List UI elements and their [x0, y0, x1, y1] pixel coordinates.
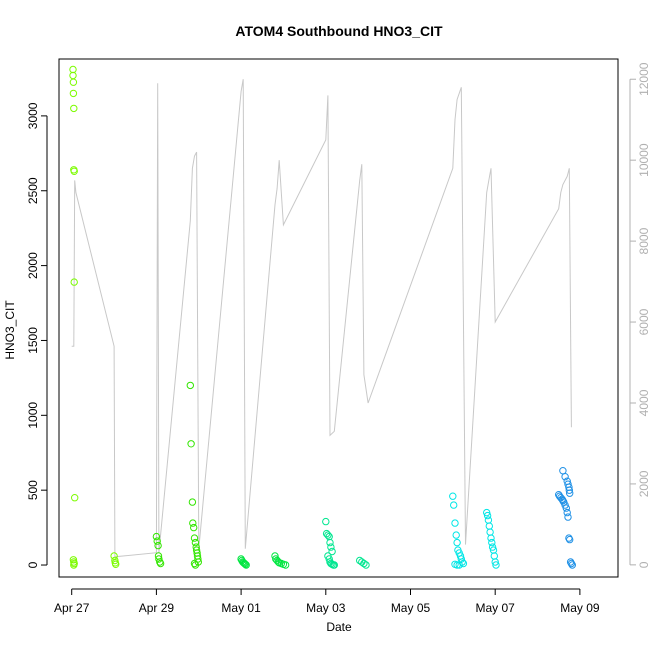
data-point: [190, 559, 199, 568]
data-point: [492, 561, 500, 569]
chart-title: ATOM4 Southbound HNO3_CIT: [235, 23, 443, 39]
y2-tick-label: 12000: [637, 62, 650, 96]
data-point: [562, 504, 570, 512]
x-tick-label: May 09: [560, 601, 600, 615]
data-point: [453, 538, 461, 547]
y2-tick-label: 8000: [637, 227, 650, 254]
data-point: [186, 381, 195, 390]
data-point: [450, 501, 458, 509]
data-point: [70, 278, 78, 286]
data-point: [565, 486, 573, 494]
x-tick-label: Apr 29: [139, 601, 175, 615]
data-point: [566, 535, 574, 544]
y-tick-label: 2000: [26, 252, 40, 279]
y2-tick-label: 2000: [637, 470, 650, 497]
data-point: [567, 559, 576, 568]
data-point: [153, 537, 161, 545]
data-point: [191, 561, 200, 569]
x-tick-label: May 05: [391, 601, 431, 615]
data-point: [451, 519, 459, 527]
data-point: [156, 559, 165, 568]
y-tick-label: 500: [26, 480, 40, 500]
y2-tick-label: 6000: [637, 308, 650, 335]
data-point: [152, 532, 161, 541]
data-point: [564, 513, 572, 521]
data-point: [70, 167, 78, 176]
data-point: [487, 534, 495, 542]
series-group-4: [449, 492, 500, 569]
x-tick-label: May 01: [221, 601, 261, 615]
data-point: [327, 543, 335, 551]
data-point: [328, 547, 336, 556]
data-point: [566, 489, 574, 497]
data-point: [483, 511, 492, 520]
data-point: [70, 104, 78, 113]
data-point: [71, 494, 79, 502]
data-point: [453, 561, 461, 569]
x-tick-label: May 03: [306, 601, 346, 615]
y2-tick-label: 4000: [637, 389, 650, 416]
series-group-0: [69, 65, 120, 569]
data-point: [568, 561, 576, 569]
data-point: [112, 560, 120, 568]
series-group-1: [152, 381, 203, 569]
series-group-3: [322, 517, 370, 569]
data-point: [360, 559, 368, 568]
data-point: [187, 440, 195, 448]
y2-tick-label: 0: [637, 561, 650, 568]
data-point: [322, 517, 330, 526]
data-point: [362, 561, 370, 569]
data-point: [190, 534, 199, 542]
x-axis-label: Date: [326, 620, 352, 634]
data-point: [559, 496, 567, 505]
data-point: [483, 508, 491, 517]
data-point: [155, 555, 163, 563]
y-axis-label: HNO3_CIT: [3, 300, 17, 360]
data-point: [281, 561, 290, 569]
data-point: [188, 498, 197, 506]
data-point: [189, 519, 197, 527]
secondary-series-layer: [71, 79, 572, 558]
data-point: [488, 538, 496, 547]
data-point: [69, 89, 78, 98]
data-point: [488, 543, 497, 551]
data-point: [271, 552, 279, 560]
series-group-5: [555, 467, 576, 569]
data-point: [452, 531, 460, 539]
secondary-series-line: [71, 79, 572, 558]
data-points-layer: [69, 65, 576, 569]
data-point: [110, 552, 118, 560]
series-group-2: [237, 552, 290, 569]
data-point: [69, 78, 78, 86]
data-point: [491, 558, 499, 566]
y2-tick-label: 10000: [637, 143, 650, 177]
y-tick-label: 1000: [26, 402, 40, 429]
data-point: [190, 523, 198, 532]
data-point: [449, 492, 457, 500]
data-point: [330, 561, 338, 569]
x-tick-label: Apr 27: [54, 601, 90, 615]
data-point: [241, 560, 250, 568]
y-tick-label: 2500: [26, 177, 40, 204]
y-tick-label: 0: [26, 561, 40, 568]
data-point: [154, 541, 162, 550]
plot-frame: [58, 58, 619, 578]
data-point: [561, 473, 569, 481]
axes-layer: 0 500 1000 1500 2000 2500 3000 0 2000 4000 6000 800…: [26, 62, 650, 615]
data-point: [240, 559, 249, 568]
y-tick-label: 1500: [26, 327, 40, 354]
data-point: [242, 561, 250, 569]
data-point: [324, 531, 332, 539]
data-point: [191, 538, 200, 547]
data-point: [563, 508, 571, 517]
data-point: [326, 538, 334, 547]
data-point: [455, 561, 463, 569]
data-point: [70, 561, 78, 569]
x-tick-label: May 07: [476, 601, 516, 615]
y-tick-label: 3000: [26, 102, 40, 129]
